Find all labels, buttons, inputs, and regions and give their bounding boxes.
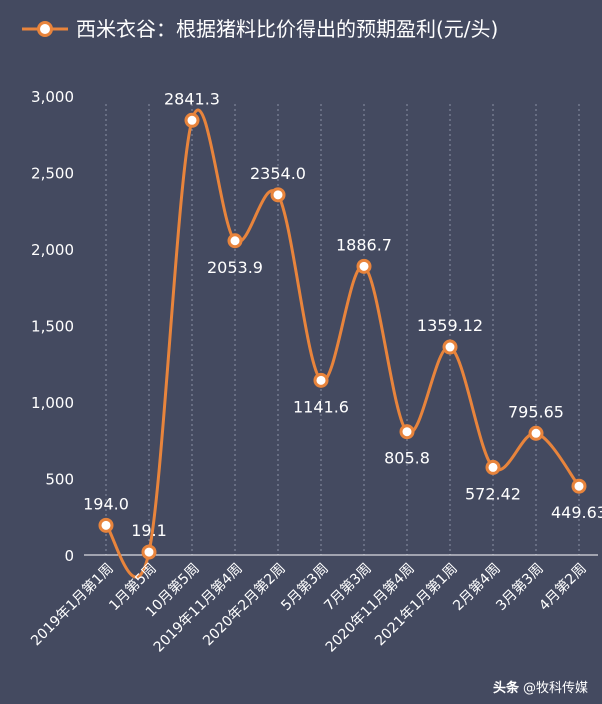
- data-label: 2053.9: [207, 258, 263, 277]
- y-tick-label: 1,500: [31, 318, 74, 336]
- x-axis: 2019年1月第1周1月第5周10月第5周2019年11月第4周2020年2月第…: [27, 560, 589, 656]
- x-tick-label: 2019年1月第1周: [27, 560, 116, 649]
- watermark-brand: 头条: [492, 681, 519, 696]
- series-line: [104, 108, 581, 579]
- y-tick-label: 2,500: [31, 165, 74, 183]
- data-point: [571, 478, 587, 494]
- y-tick-label: 0: [64, 547, 74, 565]
- chart-title: 西米衣谷：根据猪料比价得出的预期盈利(元/头): [76, 17, 498, 41]
- data-point: [356, 258, 372, 274]
- y-tick-label: 3,000: [31, 88, 74, 106]
- data-label: 449.63: [551, 503, 602, 522]
- data-point: [442, 339, 458, 355]
- data-label: 19.1: [131, 521, 167, 540]
- data-label: 1359.12: [417, 316, 483, 335]
- data-point: [270, 187, 286, 203]
- data-label: 2841.3: [164, 89, 220, 108]
- legend: 西米衣谷：根据猪料比价得出的预期盈利(元/头): [22, 17, 498, 41]
- data-label: 1141.6: [293, 397, 349, 416]
- data-label: 572.42: [465, 484, 521, 503]
- data-point: [528, 425, 544, 441]
- y-tick-label: 500: [45, 471, 74, 489]
- data-point: [399, 424, 415, 440]
- y-tick-label: 1,000: [31, 394, 74, 412]
- data-point: [313, 372, 329, 388]
- legend-marker-icon: [37, 21, 53, 37]
- data-label: 2354.0: [250, 164, 306, 183]
- data-label: 795.65: [508, 402, 564, 421]
- y-axis: 0 500 1,000 1,500 2,000 2,500 3,000: [31, 88, 74, 565]
- data-point: [184, 112, 200, 128]
- data-label: 194.0: [83, 494, 129, 513]
- data-point: [485, 459, 501, 475]
- data-point: [141, 544, 157, 560]
- watermark-handle: @牧科传媒: [522, 681, 588, 696]
- data-labels: 194.019.1 2841.3 2053.9 2354.0 1141.6 1886.7 8…: [83, 89, 602, 540]
- x-tick-label: 4月第2周: [536, 560, 590, 614]
- data-label: 805.8: [384, 449, 430, 468]
- y-tick-label: 2,000: [31, 241, 74, 259]
- data-points: [98, 112, 587, 560]
- data-point: [227, 233, 243, 249]
- watermark: 头条 @牧科传媒: [493, 677, 588, 696]
- data-point: [98, 517, 114, 533]
- data-label: 1886.7: [336, 235, 392, 254]
